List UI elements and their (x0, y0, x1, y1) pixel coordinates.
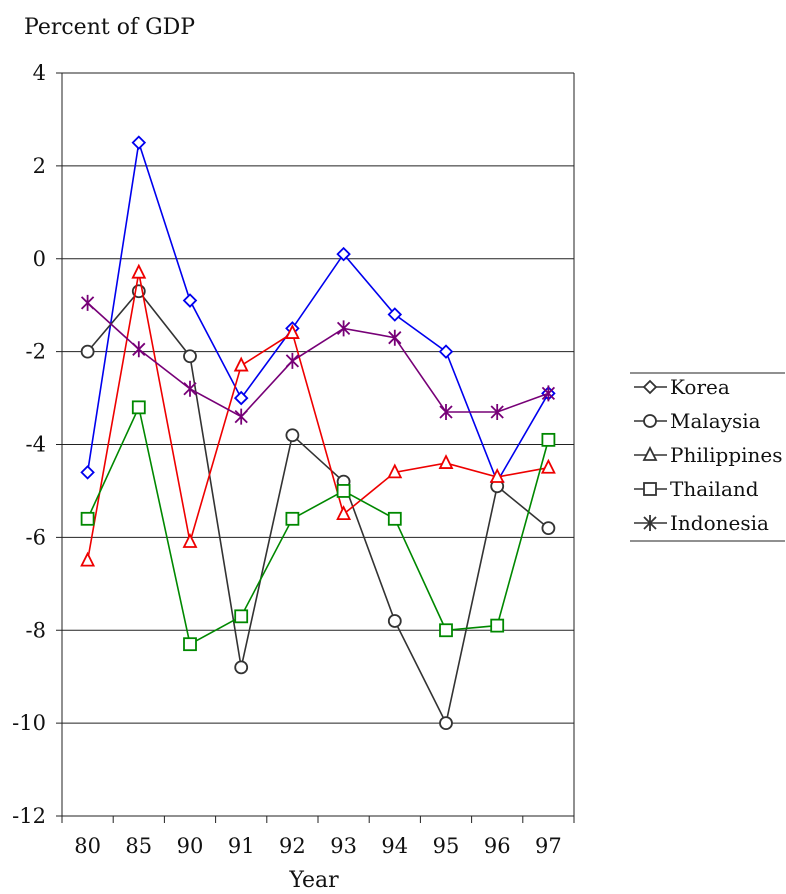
series-line-thailand (86, 404, 550, 646)
x-tick-label: 80 (74, 834, 101, 858)
x-tick-label: 97 (535, 834, 562, 858)
data-point-indonesia (234, 408, 248, 425)
legend-marker-korea (642, 379, 658, 395)
data-point-malaysia (541, 521, 556, 535)
x-tick-label: 92 (279, 834, 306, 858)
data-point-thailand (234, 609, 249, 624)
data-point-thailand (285, 511, 300, 526)
data-point-thailand (387, 511, 402, 526)
data-point-indonesia (132, 341, 146, 358)
data-point-korea (387, 307, 403, 322)
data-point-indonesia (285, 352, 300, 369)
data-point-philippines (438, 454, 454, 469)
data-point-malaysia (439, 716, 453, 731)
data-point-indonesia (490, 403, 504, 420)
x-axis-title: Year (288, 868, 339, 890)
data-point-malaysia (80, 344, 95, 359)
y-axis-title: Percent of GDP (24, 15, 195, 40)
data-point-korea (233, 390, 249, 406)
data-point-thailand (131, 400, 146, 415)
data-point-korea (131, 135, 147, 150)
x-tick-label: 90 (177, 834, 204, 858)
series-line-malaysia (86, 289, 549, 726)
data-point-philippines (489, 467, 505, 483)
data-point-philippines (80, 551, 96, 567)
data-point-thailand (439, 623, 453, 638)
data-point-korea (182, 293, 198, 308)
legend-label-malaysia: Malaysia (670, 409, 761, 433)
x-tick-label: 94 (381, 834, 408, 858)
data-point-indonesia (80, 294, 95, 311)
x-tick-label: 95 (433, 834, 460, 858)
data-point-thailand (541, 432, 556, 447)
series-line-korea (86, 142, 550, 484)
y-tick-label: -8 (26, 618, 46, 642)
x-tick-label: 85 (125, 834, 152, 858)
data-point-indonesia (183, 380, 197, 397)
legend-label-indonesia: Indonesia (670, 511, 769, 535)
y-tick-label: -4 (26, 433, 46, 457)
series-line-philippines (86, 272, 549, 561)
y-tick-label: 0 (33, 247, 46, 271)
data-point-malaysia (285, 428, 300, 443)
legend-label-korea: Korea (670, 375, 730, 399)
y-tick-label: -6 (26, 525, 46, 549)
data-point-indonesia (388, 329, 402, 346)
data-point-indonesia (439, 403, 453, 420)
legend-marker-malaysia (643, 414, 657, 428)
data-point-korea (438, 344, 454, 359)
data-point-malaysia (387, 614, 402, 628)
data-point-korea (80, 465, 95, 480)
data-point-thailand (80, 511, 95, 526)
legend-marker-thailand (643, 482, 657, 496)
data-point-thailand (490, 618, 505, 633)
data-point-indonesia (541, 385, 556, 402)
data-point-philippines (540, 458, 556, 474)
data-point-malaysia (234, 660, 249, 675)
x-tick-label: 96 (484, 834, 511, 858)
legend-label-philippines: Philippines (670, 443, 783, 467)
data-point-thailand (336, 484, 351, 498)
x-tick-label: 93 (330, 834, 357, 858)
data-point-philippines (336, 505, 352, 521)
y-tick-label: -10 (12, 711, 46, 735)
y-tick-label: 4 (33, 61, 46, 85)
data-point-thailand (183, 637, 197, 652)
data-point-philippines (233, 356, 249, 372)
data-point-philippines (387, 463, 403, 479)
y-tick-label: -12 (12, 804, 46, 828)
data-point-philippines (284, 324, 300, 339)
y-tick-label: -2 (26, 340, 46, 364)
series-line-indonesia (87, 302, 549, 418)
data-point-malaysia (183, 349, 197, 364)
y-tick-label: 2 (33, 154, 46, 178)
data-point-korea (336, 246, 351, 262)
x-tick-label: 91 (228, 834, 255, 858)
legend-marker-philippines (642, 445, 658, 461)
data-point-philippines (182, 533, 198, 548)
data-point-indonesia (336, 320, 351, 337)
data-point-philippines (131, 263, 147, 279)
legend-label-thailand: Thailand (670, 477, 759, 501)
legend-marker-indonesia (643, 515, 657, 531)
